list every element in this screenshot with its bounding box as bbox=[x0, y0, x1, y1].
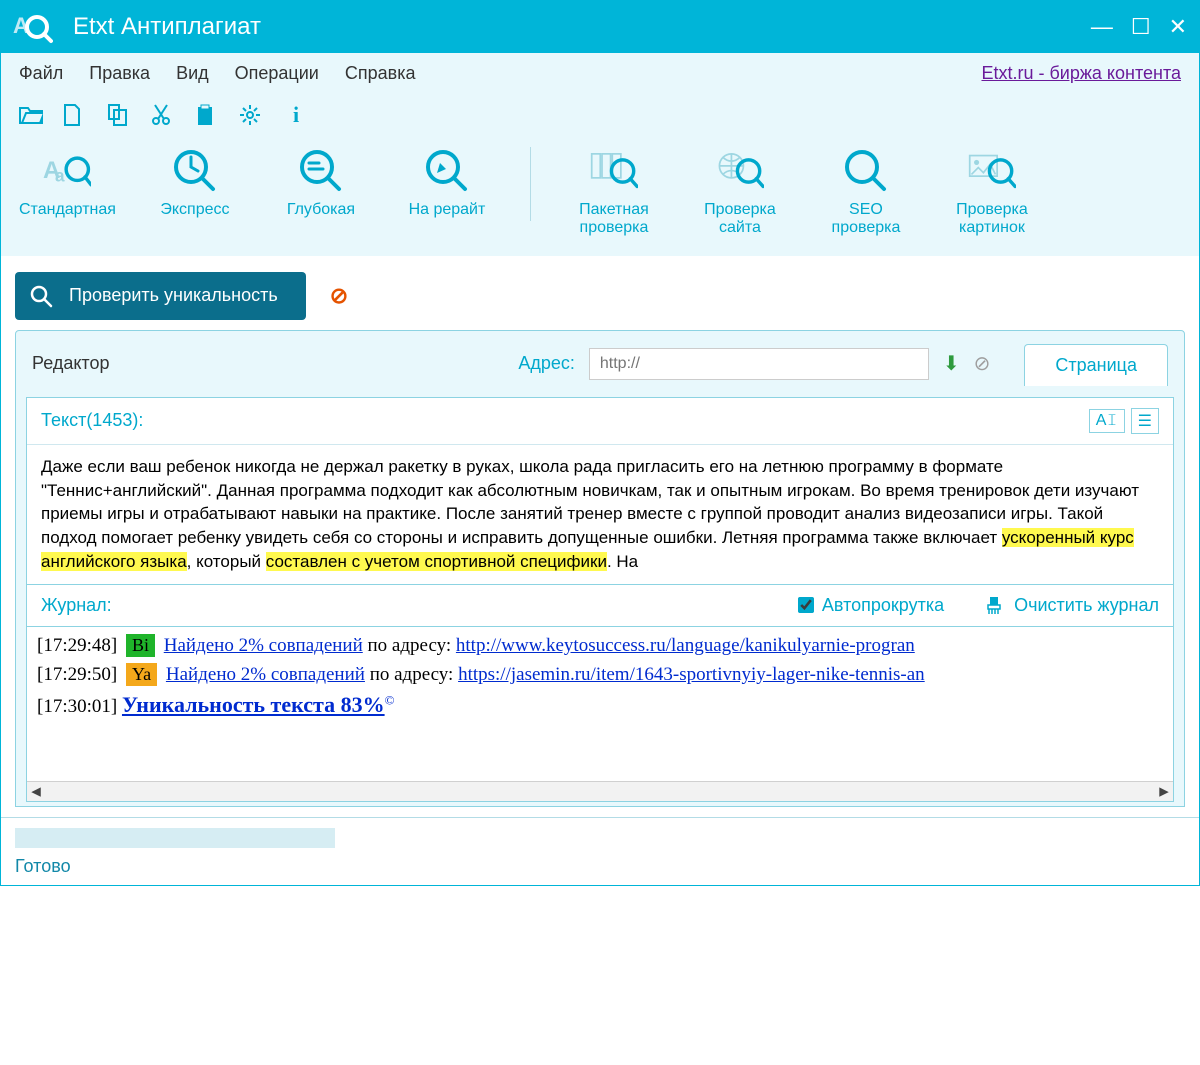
mode-deep-button[interactable]: Глубокая bbox=[274, 147, 368, 219]
address-label: Адрес: bbox=[518, 353, 575, 374]
highlight-2: составлен с учетом спортивной специфики bbox=[266, 552, 607, 571]
copy-icon[interactable] bbox=[107, 104, 133, 126]
check-batch-button[interactable]: Пакетная проверка bbox=[567, 147, 661, 238]
mode-express-button[interactable]: Экспресс bbox=[148, 147, 242, 219]
large-toolbar: Aa Стандартная Экспресс Глубокая На рера… bbox=[1, 137, 1199, 256]
text-heading: Текст(1453): bbox=[41, 410, 143, 431]
clear-log-label: Очистить журнал bbox=[1014, 595, 1159, 616]
horizontal-scrollbar[interactable]: ◂▸ bbox=[27, 781, 1173, 801]
editor-panel: Редактор Адрес: ⬇ ⊘ Страница Текст(1453)… bbox=[15, 330, 1185, 807]
log-result-line: [17:30:01] Уникальность текста 83%© bbox=[27, 689, 1173, 721]
check-batch-label: Пакетная проверка bbox=[579, 201, 649, 238]
autoscroll-checkbox[interactable] bbox=[798, 597, 814, 613]
uniqueness-result[interactable]: Уникальность текста 83% bbox=[122, 692, 385, 717]
address-input[interactable] bbox=[589, 348, 929, 380]
clear-log-button[interactable]: Очистить журнал bbox=[984, 595, 1159, 616]
maximize-button[interactable]: ☐ bbox=[1131, 14, 1151, 40]
menu-help[interactable]: Справка bbox=[345, 63, 416, 84]
text-content[interactable]: Даже если ваш ребенок никогда не держал … bbox=[27, 445, 1173, 584]
brush-icon bbox=[984, 595, 1004, 615]
toolbar-separator bbox=[530, 147, 531, 221]
match-link[interactable]: Найдено 2% совпадений bbox=[166, 664, 365, 685]
mode-rewrite-button[interactable]: На рерайт bbox=[400, 147, 494, 219]
settings-icon[interactable] bbox=[239, 104, 265, 126]
check-images-label: Проверка картинок bbox=[956, 201, 1028, 238]
check-site-icon bbox=[716, 147, 764, 195]
text-view-list-icon[interactable]: ☰ bbox=[1131, 408, 1159, 434]
check-seo-icon bbox=[842, 147, 890, 195]
svg-text:a: a bbox=[55, 165, 65, 185]
download-icon[interactable]: ⬇ bbox=[943, 351, 960, 376]
check-seo-label: SEO проверка bbox=[832, 201, 901, 238]
app-title: Etxt Антиплагиат bbox=[73, 13, 1091, 41]
source-url-link[interactable]: https://jasemin.ru/item/1643-sportivnyiy… bbox=[458, 664, 925, 685]
mode-standard-icon: Aa bbox=[43, 147, 91, 195]
mode-standard-button[interactable]: Aa Стандартная bbox=[19, 147, 116, 219]
cancel-icon[interactable]: ⊘ bbox=[330, 283, 348, 309]
mode-deep-icon bbox=[297, 147, 345, 195]
check-seo-button[interactable]: SEO проверка bbox=[819, 147, 913, 238]
menu-edit[interactable]: Правка bbox=[89, 63, 150, 84]
open-folder-icon[interactable] bbox=[19, 105, 45, 125]
source-url-link[interactable]: http://www.keytosuccess.ru/language/kani… bbox=[456, 635, 915, 656]
log-body: [17:29:48] Bi Найдено 2% совпадений по а… bbox=[26, 627, 1174, 802]
status-bar: Готово bbox=[1, 817, 1199, 885]
log-header: Журнал: Автопрокрутка Очистить журнал bbox=[26, 585, 1174, 627]
mode-express-icon bbox=[171, 147, 219, 195]
check-site-label: Проверка сайта bbox=[704, 201, 776, 238]
mode-rewrite-icon bbox=[423, 147, 471, 195]
minimize-button[interactable]: — bbox=[1091, 14, 1113, 40]
check-uniqueness-button[interactable]: Проверить уникальность bbox=[15, 272, 306, 320]
action-bar: Проверить уникальность ⊘ bbox=[1, 256, 1199, 330]
log-line: [17:29:50] Ya Найдено 2% совпадений по а… bbox=[27, 660, 1173, 689]
autoscroll-label: Автопрокрутка bbox=[822, 595, 944, 616]
check-batch-icon bbox=[590, 147, 638, 195]
app-window: A Etxt Антиплагиат — ☐ ✕ Файл Правка Вид… bbox=[0, 0, 1200, 886]
close-button[interactable]: ✕ bbox=[1169, 14, 1187, 40]
mode-deep-label: Глубокая bbox=[287, 201, 355, 219]
menu-operations[interactable]: Операции bbox=[235, 63, 319, 84]
menu-bar: Файл Правка Вид Операции Справка Etxt.ru… bbox=[1, 53, 1199, 93]
check-images-icon bbox=[968, 147, 1016, 195]
etxt-link[interactable]: Etxt.ru - биржа контента bbox=[981, 63, 1181, 84]
title-bar: A Etxt Антиплагиат — ☐ ✕ bbox=[1, 1, 1199, 53]
page-tab[interactable]: Страница bbox=[1024, 344, 1168, 386]
mode-standard-label: Стандартная bbox=[19, 201, 116, 219]
app-logo-icon: A bbox=[13, 7, 53, 47]
text-view-edit-icon[interactable]: A𝙸 bbox=[1089, 409, 1125, 433]
check-site-button[interactable]: Проверка сайта bbox=[693, 147, 787, 238]
check-uniqueness-label: Проверить уникальность bbox=[69, 285, 278, 306]
new-file-icon[interactable] bbox=[63, 104, 89, 126]
log-heading: Журнал: bbox=[41, 595, 112, 616]
menu-view[interactable]: Вид bbox=[176, 63, 209, 84]
autoscroll-toggle[interactable]: Автопрокрутка bbox=[798, 595, 944, 616]
progress-bar bbox=[15, 828, 335, 848]
cut-icon[interactable] bbox=[151, 104, 177, 126]
paste-icon[interactable] bbox=[195, 104, 221, 126]
engine-badge-bi: Bi bbox=[126, 634, 155, 657]
menu-file[interactable]: Файл bbox=[19, 63, 63, 84]
disabled-icon: ⊘ bbox=[974, 351, 991, 376]
small-toolbar: i bbox=[1, 93, 1199, 137]
editor-tab-label: Редактор bbox=[32, 353, 109, 374]
mode-express-label: Экспресс bbox=[160, 201, 229, 219]
status-text: Готово bbox=[15, 856, 1185, 877]
log-line: [17:29:48] Bi Найдено 2% совпадений по а… bbox=[27, 631, 1173, 660]
match-link[interactable]: Найдено 2% совпадений bbox=[164, 635, 363, 656]
text-panel: Текст(1453): A𝙸 ☰ Даже если ваш ребенок … bbox=[26, 397, 1174, 585]
engine-badge-ya: Ya bbox=[126, 663, 157, 686]
info-icon[interactable]: i bbox=[283, 102, 309, 128]
check-images-button[interactable]: Проверка картинок bbox=[945, 147, 1039, 238]
mode-rewrite-label: На рерайт bbox=[409, 201, 486, 219]
